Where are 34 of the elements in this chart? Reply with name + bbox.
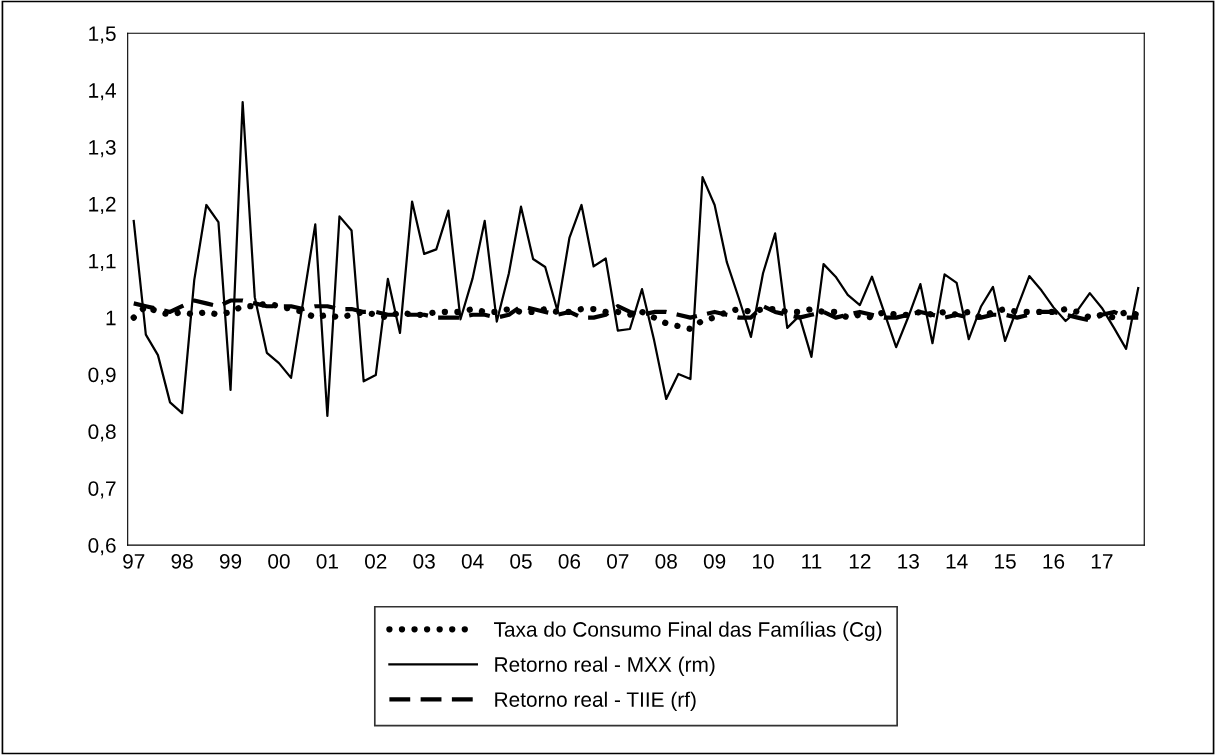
x-tick-label: 02 [365, 553, 387, 569]
x-tick-label: 17 [1091, 554, 1113, 569]
x-tick-label: 04 [461, 553, 484, 569]
y-tick-label: 1,2 [89, 196, 116, 215]
legend-label: Retorno real - MXX (rm) [495, 656, 715, 676]
x-tick-label: 00 [268, 553, 290, 569]
y-tick-label: 0,7 [88, 481, 116, 499]
x-tick-label: 08 [655, 553, 677, 569]
x-tick-label: 07 [607, 553, 629, 569]
x-tick-label: 11 [802, 554, 822, 569]
x-tick-label: 01 [316, 553, 338, 569]
y-tick-label: 1 [106, 310, 116, 326]
x-tick-label: 05 [510, 553, 532, 569]
y-tick-label: 1,5 [89, 26, 116, 44]
x-tick-label: 09 [703, 553, 726, 569]
x-tick-label: 97 [123, 553, 145, 569]
x-tick-label: 15 [995, 554, 1016, 569]
x-tick-label: 10 [753, 553, 774, 569]
x-tick-label: 14 [946, 554, 968, 569]
y-tick-label: 1,3 [89, 139, 116, 158]
legend-label: Retorno real - TIIE (rf) [495, 691, 696, 712]
y-tick-label: 1,1 [89, 253, 116, 271]
y-tick-label: 0,8 [88, 424, 116, 442]
legend-label: Taxa do Consumo Final das Famílias (Cg) [494, 621, 882, 641]
y-tick-label: 1,4 [89, 83, 116, 101]
x-tick-label: 12 [849, 553, 871, 569]
y-tick-label: 0,9 [88, 367, 116, 385]
y-tick-label: 0,6 [88, 538, 116, 556]
x-tick-label: 13 [898, 553, 919, 569]
x-tick-label: 03 [413, 553, 435, 569]
x-tick-label: 16 [1043, 553, 1065, 569]
x-tick-label: 98 [171, 553, 193, 569]
x-tick-label: 06 [558, 553, 581, 569]
x-tick-label: 99 [219, 553, 242, 569]
